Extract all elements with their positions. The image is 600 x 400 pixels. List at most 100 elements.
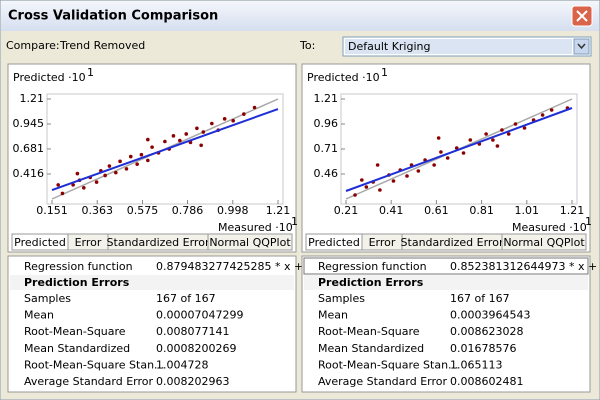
- section-header: Prediction Errors: [318, 276, 424, 289]
- data-point: [375, 163, 380, 167]
- data-point: [128, 154, 133, 159]
- tab-label: Predicted: [308, 236, 360, 249]
- tab-label: Standardized Error: [401, 236, 504, 249]
- stat-value: 0.0003964543: [450, 309, 530, 322]
- data-point: [201, 130, 206, 134]
- data-point: [242, 112, 246, 116]
- data-point: [522, 126, 527, 130]
- data-point: [252, 105, 257, 110]
- data-point: [114, 170, 118, 175]
- data-point: [139, 152, 144, 157]
- x-tick-label: 0.41: [379, 204, 404, 217]
- data-point: [495, 144, 500, 148]
- stat-value: 0.008202963: [156, 375, 229, 388]
- regression-line: [345, 107, 573, 192]
- regression-value: 0.852381312644973 * x + ...: [450, 260, 600, 273]
- to-dropdown[interactable]: [342, 36, 592, 57]
- data-point: [107, 164, 112, 168]
- stat-label: Average Standard Error: [318, 375, 447, 388]
- y-tick-label: 0.71: [314, 142, 339, 155]
- stat-label: Average Standard Error: [24, 375, 153, 388]
- x-tick-label: 0.998: [217, 204, 249, 217]
- stat-value: 167 of 167: [450, 292, 510, 305]
- stat-value: 0.008623028: [450, 325, 523, 338]
- tab-label: Predicted: [14, 236, 66, 249]
- data-point: [171, 134, 176, 138]
- data-point: [540, 113, 545, 117]
- data-point: [75, 171, 80, 176]
- data-point: [118, 159, 122, 164]
- section-header: Prediction Errors: [24, 276, 130, 289]
- stat-value: 1.065113: [450, 358, 503, 371]
- tab-label: Normal QQPlot: [503, 236, 585, 249]
- section-bg: [304, 275, 588, 290]
- stat-value: 1.004728: [156, 358, 209, 371]
- x-tick-label: 1.21: [560, 204, 585, 217]
- stat-value: 0.008077141: [156, 325, 229, 338]
- data-point: [439, 150, 443, 154]
- regression-label: Regression function: [24, 260, 133, 273]
- data-point: [468, 138, 473, 142]
- y-axis-label: Predicted ·10: [13, 71, 86, 84]
- compare-value: Trend Removed: [59, 39, 145, 52]
- data-point: [135, 162, 139, 166]
- x-tick-label: 0.575: [127, 204, 159, 217]
- stat-value: 167 of 167: [156, 292, 216, 305]
- data-point: [103, 173, 107, 178]
- x-axis-exponent: 1: [291, 215, 298, 228]
- data-point: [353, 193, 357, 197]
- data-point: [199, 143, 203, 148]
- data-point: [436, 136, 441, 140]
- data-point: [378, 188, 382, 192]
- data-point: [150, 145, 154, 149]
- data-point: [81, 185, 86, 190]
- data-point: [94, 180, 99, 184]
- tab[interactable]: [501, 233, 587, 251]
- stat-label: Root-Mean-Square: [24, 325, 126, 338]
- tab[interactable]: [207, 233, 293, 251]
- regression-row: [303, 257, 589, 275]
- stat-label: Mean: [318, 309, 348, 322]
- section-bg: [10, 275, 294, 290]
- compare-label: Compare:: [6, 39, 60, 52]
- tab-label: Standardized Error: [107, 236, 210, 249]
- x-axis-label: Measured ·10: [218, 221, 293, 234]
- x-tick-label: 0.363: [81, 204, 113, 217]
- x-tick-label: 0.151: [36, 204, 68, 217]
- data-point: [500, 128, 504, 132]
- y-tick-label: 1.21: [314, 92, 339, 105]
- data-point: [60, 191, 65, 196]
- y-axis-exponent: 1: [87, 66, 94, 79]
- data-point: [146, 137, 150, 142]
- data-point: [491, 138, 495, 142]
- data-point: [405, 174, 409, 178]
- stat-value: 0.008602481: [450, 375, 523, 388]
- x-tick-label: 1.21: [266, 204, 291, 217]
- stat-label: Samples: [24, 292, 71, 305]
- data-point: [432, 163, 436, 167]
- data-point: [184, 132, 189, 136]
- stat-label: Root-Mean-Square Stan...: [318, 358, 459, 371]
- x-tick-label: 0.21: [334, 204, 359, 217]
- x-tick-label: 0.81: [469, 204, 494, 217]
- regression-value: 0.879483277425285 * x + ...: [156, 260, 317, 273]
- data-point: [56, 183, 60, 187]
- y-tick-label: 0.681: [13, 142, 45, 155]
- close-button[interactable]: [571, 5, 593, 27]
- x-axis-label: Measured ·10: [512, 221, 587, 234]
- y-axis-label: Predicted ·10: [307, 71, 380, 84]
- data-point: [360, 178, 364, 182]
- regression-line: [51, 108, 279, 191]
- data-point: [124, 167, 129, 171]
- regression-label: Regression function: [318, 260, 427, 273]
- stat-label: Root-Mean-Square: [318, 325, 420, 338]
- stat-value: 0.01678576: [450, 342, 516, 355]
- data-point: [513, 122, 518, 126]
- y-tick-label: 0.945: [13, 117, 45, 130]
- data-point: [222, 117, 227, 121]
- data-point: [549, 108, 554, 112]
- stat-label: Mean: [24, 309, 54, 322]
- stat-value: 0.00007047299: [156, 309, 243, 322]
